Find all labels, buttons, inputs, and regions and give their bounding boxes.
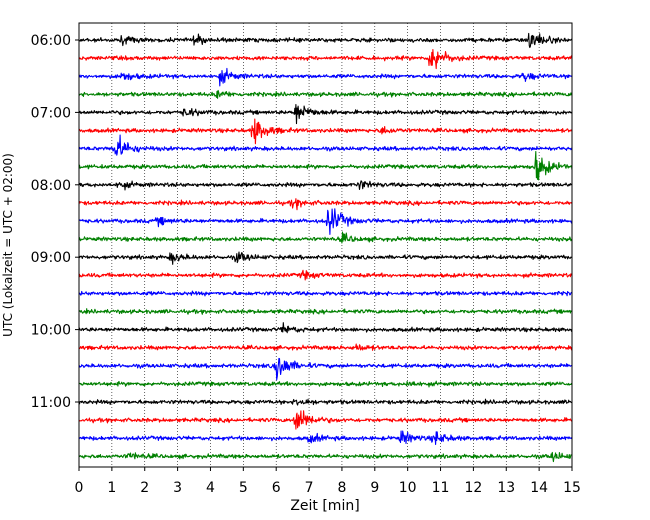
trace-1145 [79, 451, 572, 463]
plot-frame [78, 22, 573, 468]
vertical-gridlines [111, 23, 540, 467]
trace-1100 [79, 398, 572, 406]
trace-0615 [79, 48, 572, 70]
x-tick-label: 6 [272, 480, 281, 496]
y-tick-label: 08:00 [31, 178, 71, 194]
y-axis-ticks: 06:00 07:00 08:00 09:00 10:00 11:00 [31, 33, 79, 411]
y-axis-label: UTC (Lokalzeit = UTC + 02:00) [1, 153, 15, 337]
y-tick-label: 11:00 [31, 395, 71, 411]
x-tick-label: 15 [563, 480, 581, 496]
trace-0915 [79, 269, 572, 281]
trace-0930 [79, 290, 572, 297]
x-tick-label: 14 [530, 480, 548, 496]
trace-0715 [79, 118, 572, 145]
x-tick-label: 10 [399, 480, 417, 496]
x-tick-label: 2 [140, 480, 149, 496]
trace-0600 [79, 32, 572, 49]
trace-0945 [79, 308, 572, 315]
trace-1045 [79, 380, 572, 388]
trace-0645 [79, 89, 572, 99]
x-axis-label: Zeit [min] [290, 498, 359, 514]
trace-0900 [79, 251, 572, 265]
trace-0800 [79, 180, 572, 191]
x-tick-label: 3 [173, 480, 182, 496]
trace-0745 [79, 150, 572, 181]
x-tick-label: 1 [107, 480, 116, 496]
trace-0830 [79, 208, 572, 235]
y-tick-label: 06:00 [31, 33, 71, 49]
y-tick-label: 10:00 [31, 323, 71, 339]
x-tick-label: 8 [337, 480, 346, 496]
x-tick-label: 13 [497, 480, 515, 496]
trace-0730 [79, 134, 572, 156]
trace-1015 [79, 343, 572, 351]
seismogram-traces [79, 32, 572, 463]
y-tick-label: 09:00 [31, 250, 71, 266]
trace-1000 [79, 322, 572, 334]
plot-area [79, 23, 572, 467]
trace-0815 [79, 198, 572, 211]
x-axis-ticks: 0 1 2 3 4 5 6 7 8 9 10 11 12 13 14 15 [75, 467, 581, 496]
x-tick-label: 9 [370, 480, 379, 496]
y-tick-label: 07:00 [31, 105, 71, 121]
trace-0845 [79, 231, 572, 244]
trace-0700 [79, 104, 572, 125]
x-tick-label: 11 [432, 480, 450, 496]
x-tick-label: 0 [75, 480, 84, 496]
x-tick-label: 12 [464, 480, 482, 496]
x-tick-label: 7 [305, 480, 314, 496]
trace-1115 [79, 410, 572, 430]
x-tick-label: 4 [206, 480, 215, 496]
trace-0630 [79, 67, 572, 87]
trace-1130 [79, 430, 572, 446]
x-tick-label: 5 [239, 480, 248, 496]
trace-1030 [79, 357, 572, 381]
